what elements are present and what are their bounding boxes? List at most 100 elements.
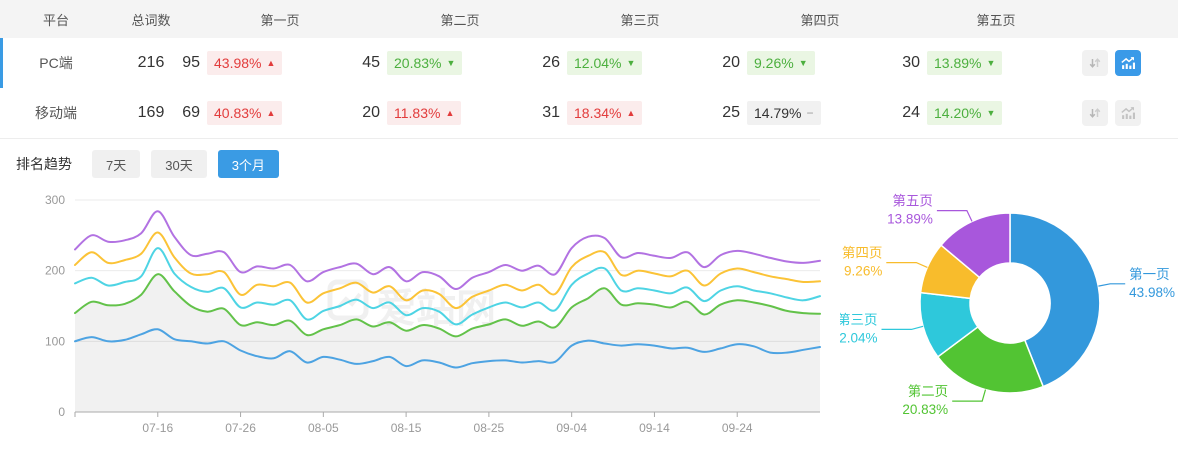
x-axis-label: 09-04 xyxy=(556,421,587,435)
page-1-cell: 69 40.83% ▲ xyxy=(182,101,370,125)
column-header-7: 第五页 xyxy=(976,12,1016,28)
change-badge: 20.83% ▼ xyxy=(387,51,463,75)
change-badge: 14.20% ▼ xyxy=(927,101,1003,125)
column-header-1: 平台 xyxy=(42,12,69,28)
tab-7天[interactable]: 7天 xyxy=(92,150,141,178)
label-leader-line xyxy=(1098,283,1126,287)
change-badge: 12.04% ▼ xyxy=(567,51,643,75)
trend-chart-icon xyxy=(1121,57,1135,69)
page-3-cell: 26 12.04% ▼ xyxy=(542,51,730,75)
trend-chart-button[interactable] xyxy=(1115,50,1141,76)
page-5-cell: 30 13.89% ▼ xyxy=(902,51,1082,75)
down-arrow-icon: ▼ xyxy=(986,107,996,118)
column-header-6: 第四页 xyxy=(800,12,840,28)
x-axis-label: 09-14 xyxy=(639,421,670,435)
page-count: 26 xyxy=(542,54,560,71)
slice-label-name: 第二页 xyxy=(908,383,949,399)
page-2-cell: 20 11.83% ▲ xyxy=(362,101,550,125)
slice-label-name: 第四页 xyxy=(842,245,883,261)
slice-label-percent: 20.83% xyxy=(902,402,948,417)
label-leader-line xyxy=(936,209,973,222)
trend-tabbar: 排名趋势 7天 30天 3个月 xyxy=(16,150,290,178)
down-arrow-icon: ▼ xyxy=(798,57,808,68)
sort-arrows-icon xyxy=(1089,58,1101,68)
page-5-cell: 24 14.20% ▼ xyxy=(902,101,1082,125)
tab-3个月[interactable]: 3个月 xyxy=(217,150,279,178)
column-header-3: 第一页 xyxy=(260,12,300,28)
change-percent: 12.04% xyxy=(574,55,622,71)
row-actions xyxy=(1082,100,1178,126)
page-4-cell: 20 9.26% ▼ xyxy=(722,51,910,75)
change-percent: 43.98% xyxy=(214,55,262,71)
down-arrow-icon: ▼ xyxy=(446,57,456,68)
change-percent: 18.34% xyxy=(574,105,622,121)
x-axis-label: 08-05 xyxy=(308,421,339,435)
page-4-cell: 25 14.79% − xyxy=(722,101,910,125)
page-count: 25 xyxy=(722,104,740,121)
table-row-pc[interactable]: PC端 216 95 43.98% ▲ 45 20.83% ▼ xyxy=(0,38,1178,89)
page-count: 20 xyxy=(722,54,740,71)
platform-label: 移动端 xyxy=(35,105,77,121)
table-header: 平台 总词数 第一页 第二页 第三页 第四页 第五页 xyxy=(0,0,1178,39)
slice-label-name: 第三页 xyxy=(840,311,877,327)
label-leader-line xyxy=(952,389,987,402)
slice-label-percent: 9.26% xyxy=(844,264,882,279)
total-words: 169 xyxy=(137,104,165,121)
row-actions xyxy=(1082,50,1178,76)
page-count: 20 xyxy=(362,104,380,121)
pie-slice-第五页[interactable] xyxy=(940,212,1011,279)
change-badge: 9.26% ▼ xyxy=(747,51,815,75)
series-line-第三页 xyxy=(74,247,821,326)
down-arrow-icon: ▼ xyxy=(986,57,996,68)
y-axis-label: 100 xyxy=(45,334,65,348)
trend-chart-icon xyxy=(1121,107,1135,119)
platform-label: PC端 xyxy=(39,55,73,71)
trend-title: 排名趋势 xyxy=(16,156,72,172)
page-count: 30 xyxy=(902,54,920,71)
column-header-2: 总词数 xyxy=(131,12,171,28)
change-badge: 40.83% ▲ xyxy=(207,101,283,125)
column-header-5: 第三页 xyxy=(620,12,660,28)
table-row-mobile[interactable]: 移动端 169 69 40.83% ▲ 20 11.83% ▲ xyxy=(0,88,1178,139)
page-2-cell: 45 20.83% ▼ xyxy=(362,51,550,75)
slice-label-percent: 13.89% xyxy=(887,212,933,227)
page-1-cell: 95 43.98% ▲ xyxy=(182,51,370,75)
sort-button[interactable] xyxy=(1082,100,1108,126)
page-count: 24 xyxy=(902,104,920,121)
change-badge: 18.34% ▲ xyxy=(567,101,643,125)
pie-chart[interactable]: 第一页 43.98% 第二页 20.83% 第三页 12.04% 第四页 9.26% 第五页 13… xyxy=(840,150,1178,454)
change-badge: 13.89% ▼ xyxy=(927,51,1003,75)
sort-button[interactable] xyxy=(1082,50,1108,76)
area-fill xyxy=(75,274,820,412)
y-axis-label: 300 xyxy=(45,193,65,207)
slice-label-name: 第五页 xyxy=(892,193,933,209)
slice-label-percent: 12.04% xyxy=(840,330,877,345)
page-count: 95 xyxy=(182,54,200,71)
change-percent: 9.26% xyxy=(754,55,794,71)
up-arrow-icon: ▲ xyxy=(266,57,276,68)
change-badge: 11.83% ▲ xyxy=(387,101,462,125)
x-axis-label: 07-26 xyxy=(225,421,256,435)
down-arrow-icon: ▼ xyxy=(626,57,636,68)
change-percent: 13.89% xyxy=(934,55,982,71)
page-count: 31 xyxy=(542,104,560,121)
x-axis-label: 08-15 xyxy=(391,421,422,435)
series-line-第二页 xyxy=(74,273,821,338)
y-axis-label: 200 xyxy=(45,264,65,278)
change-percent: 14.20% xyxy=(934,105,982,121)
up-arrow-icon: ▲ xyxy=(626,107,636,118)
x-axis-label: 08-25 xyxy=(474,421,505,435)
up-arrow-icon: ▲ xyxy=(266,107,276,118)
change-percent: 20.83% xyxy=(394,55,442,71)
page-count: 69 xyxy=(182,104,200,121)
column-header-4: 第二页 xyxy=(440,12,480,28)
tab-30天[interactable]: 30天 xyxy=(151,150,207,178)
x-axis-label: 07-16 xyxy=(142,421,173,435)
pie-slice-第二页[interactable] xyxy=(936,325,1045,394)
x-axis-label: 09-24 xyxy=(722,421,753,435)
pie-slice-第一页[interactable] xyxy=(1009,212,1101,388)
trend-chart-button[interactable] xyxy=(1115,100,1141,126)
series-line-第一页 xyxy=(74,328,821,369)
